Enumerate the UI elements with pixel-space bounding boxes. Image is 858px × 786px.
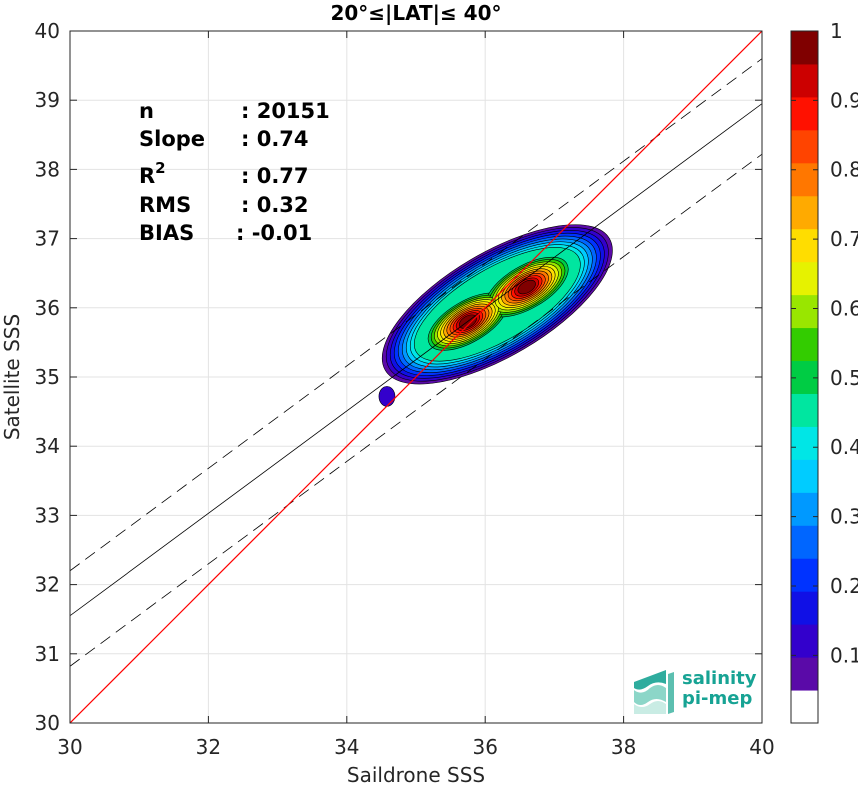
colorbar-frame — [790, 30, 819, 724]
y-tick-label: 39 — [35, 88, 60, 112]
colorbar-segment — [791, 690, 818, 724]
colorbar-tick-label: 0.7 — [830, 227, 858, 251]
colorbar-segment — [791, 327, 818, 362]
colorbar-tick-label: 1 — [830, 19, 843, 43]
x-axis-label: Saildrone SSS — [347, 763, 485, 786]
y-tick-label: 31 — [35, 642, 60, 666]
axis-ticks: 30 32 34 36 38 40 30 31 32 33 34 35 36 37 38 39 40 — [35, 19, 775, 759]
colorbar-tick-label: 0.5 — [830, 366, 858, 390]
colorbar-tick-label: 0.9 — [830, 88, 858, 112]
x-tick-label: 36 — [472, 735, 497, 759]
y-tick-label: 34 — [35, 434, 60, 458]
colorbar-segment — [791, 195, 818, 230]
colorbar-segment — [791, 624, 818, 658]
colorbar-segment — [791, 162, 818, 197]
colorbar-segment — [791, 63, 818, 98]
colorbar-tick-label: 0.6 — [830, 296, 858, 320]
y-tick-label: 30 — [35, 711, 60, 735]
colorbar-tick-label: 0.3 — [830, 505, 858, 529]
colorbar-segment — [791, 294, 818, 329]
colorbar-segment — [791, 393, 818, 427]
stat-value: : -0.01 — [236, 221, 312, 245]
logo-waves-icon — [634, 670, 674, 714]
stats-box: n : 20151 Slope : 0.74 R2 : 0.77 RMS : 0.32 BIAS… — [139, 99, 330, 245]
colorbar-segment — [791, 459, 818, 493]
y-axis-label: Satellite SSS — [0, 314, 24, 440]
x-tick-label: 30 — [57, 735, 82, 759]
stat-label: RMS — [139, 193, 191, 217]
colorbar-segment — [791, 31, 818, 65]
colorbar-segment — [791, 558, 818, 592]
y-tick-label: 40 — [35, 19, 60, 43]
logo-line2: pi-mep — [682, 688, 753, 709]
colorbar-segment — [791, 129, 818, 164]
salinity-pi-mep-logo: salinity pi-mep — [630, 668, 760, 718]
fit-line — [70, 103, 762, 617]
y-tick-label: 35 — [35, 365, 60, 389]
density-contours — [378, 224, 613, 407]
colorbar-segment — [791, 360, 818, 394]
colorbar-tick-label: 0.2 — [830, 574, 858, 598]
colorbar-tick-label: 0.1 — [830, 643, 858, 667]
fit-lower-dashed-line — [70, 153, 762, 667]
logo-line1: salinity — [682, 668, 757, 689]
colorbar-segment — [791, 228, 818, 263]
stat-label: n — [139, 99, 154, 123]
contour-outlier — [378, 386, 396, 407]
y-tick-label: 33 — [35, 503, 60, 527]
colorbar-tick-label: 0.4 — [830, 435, 858, 459]
colorbar-segment — [791, 426, 818, 460]
colorbar-segment — [791, 525, 818, 559]
regression-lines — [70, 31, 762, 723]
y-tick-label: 32 — [35, 573, 60, 597]
identity-line — [70, 31, 762, 723]
y-tick-label: 36 — [35, 296, 60, 320]
stat-value: : 0.77 — [241, 164, 309, 188]
contour-peak-level — [517, 279, 536, 295]
x-tick-label: 38 — [611, 735, 636, 759]
stat-value: : 20151 — [241, 99, 330, 123]
colorbar-segment — [791, 591, 818, 625]
x-tick-label: 40 — [749, 735, 774, 759]
stat-value: : 0.74 — [241, 127, 309, 151]
colorbar-segment — [791, 492, 818, 526]
x-tick-label: 32 — [196, 735, 221, 759]
stat-label: BIAS — [139, 221, 194, 245]
colorbar: 0.1 0.2 0.3 0.4 0.5 0.6 0.7 0.8 0.9 1 — [790, 19, 858, 724]
fit-upper-dashed-line — [70, 58, 762, 572]
colorbar-segment — [791, 261, 818, 296]
colorbar-tick-label: 0.8 — [830, 158, 858, 182]
y-tick-label: 38 — [35, 157, 60, 181]
chart-title: 20°≤|LAT|≤ 40° — [330, 1, 501, 25]
stat-label: Slope — [139, 127, 205, 151]
x-tick-label: 34 — [334, 735, 359, 759]
stat-value: : 0.32 — [241, 193, 309, 217]
y-tick-label: 37 — [35, 227, 60, 251]
stat-label: R2 — [139, 159, 166, 188]
colorbar-segment — [791, 96, 818, 131]
colorbar-segment — [791, 657, 818, 691]
